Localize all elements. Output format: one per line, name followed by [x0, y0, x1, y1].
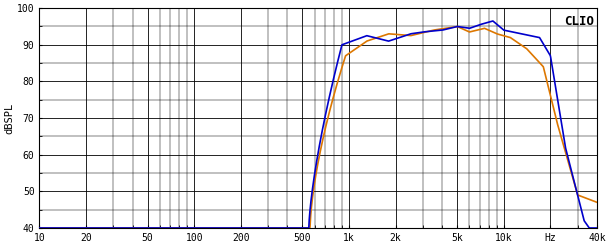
Y-axis label: dBSPL: dBSPL	[4, 103, 14, 134]
Text: CLIO: CLIO	[564, 15, 594, 28]
